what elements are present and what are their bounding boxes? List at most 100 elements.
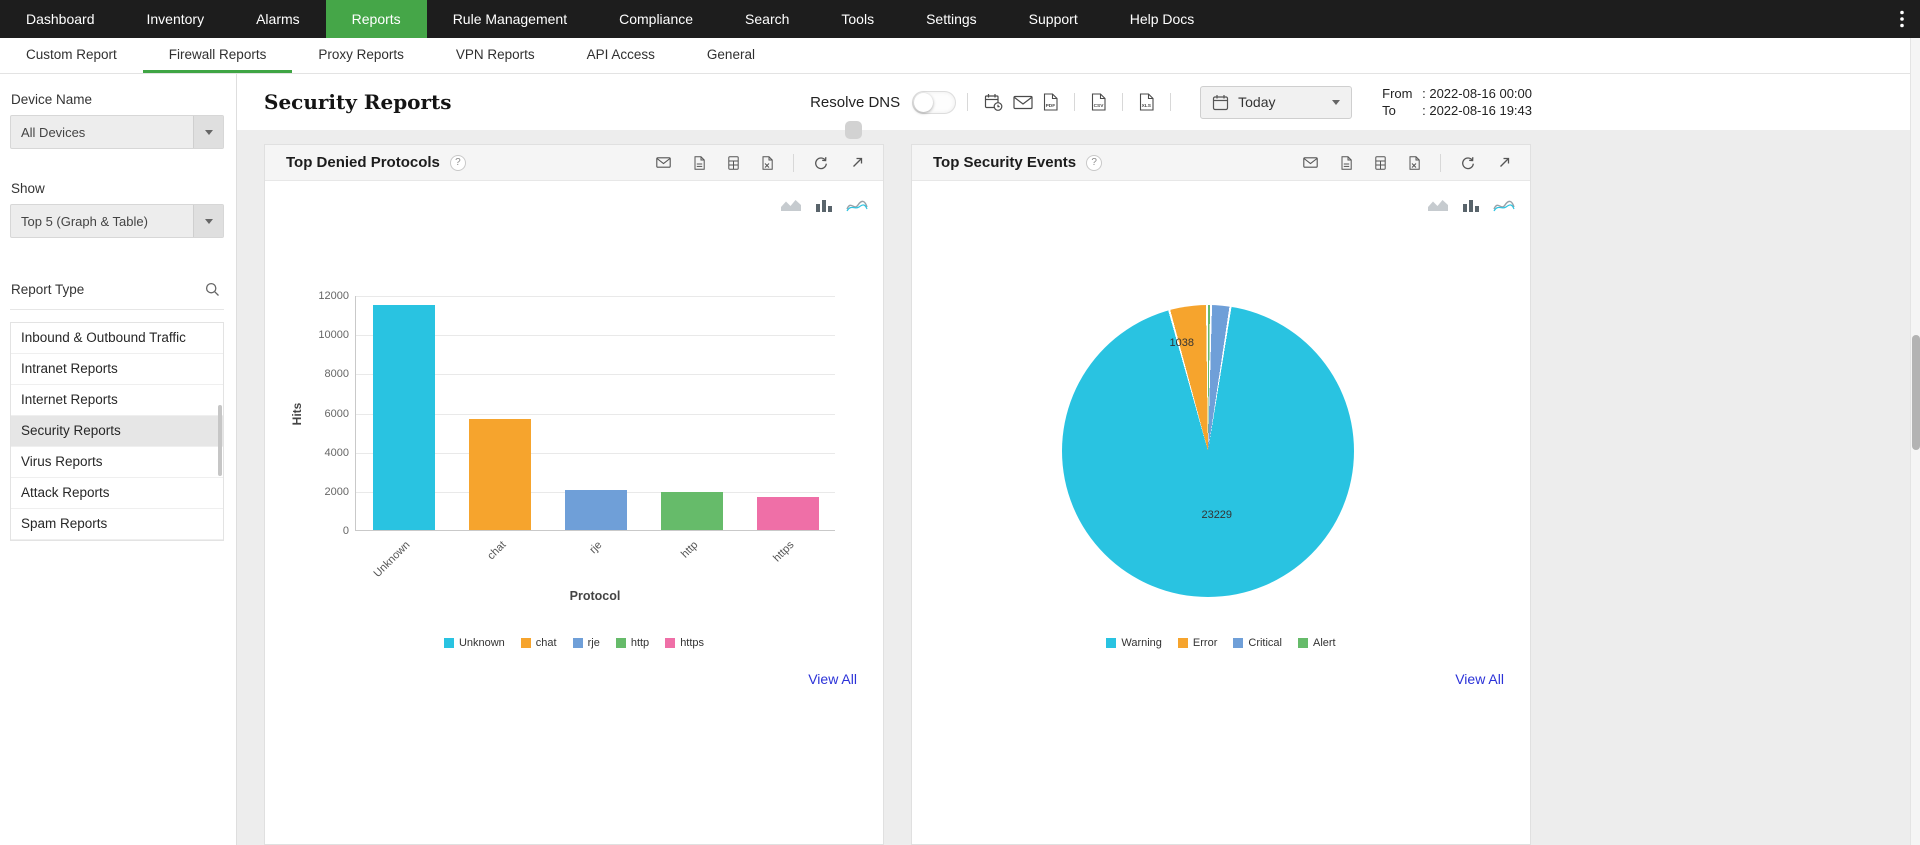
from-label: From [1382,86,1413,101]
pie-chart[interactable]: 23229 1038 [1062,305,1354,597]
report-type-attack[interactable]: Attack Reports [11,478,223,509]
svg-text:CSV: CSV [1094,103,1105,109]
pdf-export-icon[interactable] [1341,155,1352,170]
tab-vpn-reports[interactable]: VPN Reports [455,46,535,62]
report-type-label: Report Type [11,282,85,297]
tab-api-access[interactable]: API Access [586,46,655,62]
y-tick-label: 8000 [324,368,349,381]
nav-help-docs[interactable]: Help Docs [1129,11,1195,27]
tab-proxy-reports[interactable]: Proxy Reports [318,46,404,62]
to-value: : 2022-08-16 19:43 [1422,103,1532,118]
legend-item: chat [520,637,557,649]
legend-item: Critical [1233,637,1282,649]
report-type-internet[interactable]: Internet Reports [11,385,223,416]
bar-chart-icon[interactable] [814,198,834,212]
resolve-dns-toggle[interactable] [912,90,957,114]
device-name-label: Device Name [11,92,93,107]
schedule-report-icon[interactable] [984,93,1003,111]
toggle-knob [914,92,934,112]
period-select[interactable]: Today [1200,85,1353,119]
device-select-arrow[interactable] [193,116,223,148]
bar-rje[interactable] [565,489,627,530]
bar-https[interactable] [757,496,819,530]
legend-item: rje [572,637,600,649]
help-icon[interactable]: ? [1086,154,1103,171]
nav-compliance[interactable]: Compliance [619,11,694,27]
email-report-icon[interactable] [1013,95,1033,110]
csv-export-icon[interactable]: CSV [1091,93,1106,111]
report-type-security[interactable]: Security Reports [11,416,223,447]
legend-item: Error [1177,637,1217,649]
report-type-virus[interactable]: Virus Reports [11,447,223,478]
email-report-icon[interactable] [1303,157,1318,168]
nav-inventory[interactable]: Inventory [146,11,205,27]
gridline [356,296,835,297]
line-chart-icon[interactable] [1493,198,1515,212]
reports-subnav: Custom Report Firewall Reports Proxy Rep… [0,38,1920,74]
device-select[interactable]: All Devices [10,115,224,149]
chevron-down-icon [1332,99,1341,105]
charts-region: Top Denied Protocols ? [237,130,1920,845]
nav-support[interactable]: Support [1028,11,1078,27]
more-options-icon[interactable] [1884,0,1920,38]
refresh-icon[interactable] [1461,156,1475,170]
tab-general[interactable]: General [706,46,755,62]
nav-alarms[interactable]: Alarms [256,11,300,27]
area-chart-icon[interactable] [1427,198,1449,212]
panel-top-denied-protocols: Top Denied Protocols ? [264,144,884,845]
bar-unknown[interactable] [373,304,435,530]
legend-item: http [615,637,649,649]
to-label: To [1382,103,1396,118]
pop-out-icon[interactable] [851,156,864,169]
report-export-icon[interactable] [728,155,739,170]
xls-export-icon[interactable]: XLS [1139,93,1154,111]
xls-export-icon[interactable] [1409,155,1420,170]
bar-legend: Unknown chat rje http https [265,637,883,649]
pdf-export-icon[interactable]: PDF [1043,93,1058,111]
tab-custom-report[interactable]: Custom Report [26,46,117,62]
content-scrollbar-thumb[interactable] [845,121,862,139]
line-chart-icon[interactable] [846,198,868,212]
xls-export-icon[interactable] [762,155,773,170]
y-tick-label: 4000 [324,446,349,459]
nav-rule-management[interactable]: Rule Management [452,11,568,27]
help-icon[interactable]: ? [449,154,466,171]
search-icon[interactable] [205,282,220,297]
nav-dashboard[interactable]: Dashboard [26,11,95,27]
nav-tools[interactable]: Tools [841,11,875,27]
nav-reports[interactable]: Reports [325,0,427,38]
pop-out-icon[interactable] [1498,156,1511,169]
nav-settings[interactable]: Settings [926,11,977,27]
bar-http[interactable] [661,491,723,530]
report-type-inbound-outbound[interactable]: Inbound & Outbound Traffic [11,323,223,354]
bar-chat[interactable] [469,419,531,530]
area-chart-icon[interactable] [780,198,802,212]
show-select[interactable]: Top 5 (Graph & Table) [10,204,224,238]
pdf-export-icon[interactable] [694,155,705,170]
show-select-value: Top 5 (Graph & Table) [21,213,148,229]
window-scrollbar[interactable] [1910,38,1920,845]
period-select-value: Today [1238,94,1276,110]
resolve-dns-label: Resolve DNS [810,93,901,111]
window-scrollbar-thumb[interactable] [1912,335,1920,450]
email-report-icon[interactable] [656,157,671,168]
panel-top-security-events: Top Security Events ? [911,144,1531,845]
nav-search[interactable]: Search [745,11,790,27]
gridline [356,335,835,337]
pie-value-label: 23229 [1201,509,1233,522]
report-type-spam[interactable]: Spam Reports [11,509,223,540]
view-all-link[interactable]: View All [1455,671,1504,687]
tab-firewall-reports[interactable]: Firewall Reports [142,38,293,73]
refresh-icon[interactable] [814,156,828,170]
gridline [356,452,835,454]
report-export-icon[interactable] [1375,155,1386,170]
view-all-link[interactable]: View All [808,671,857,687]
report-type-intranet[interactable]: Intranet Reports [11,354,223,385]
show-select-arrow[interactable] [193,205,223,237]
list-scrollbar-thumb[interactable] [218,405,222,476]
chevron-down-icon [204,129,213,135]
pie-legend: Warning Error Critical Alert [912,637,1530,649]
gridline [356,413,835,415]
device-select-value: All Devices [21,124,86,140]
bar-chart-icon[interactable] [1461,198,1481,212]
